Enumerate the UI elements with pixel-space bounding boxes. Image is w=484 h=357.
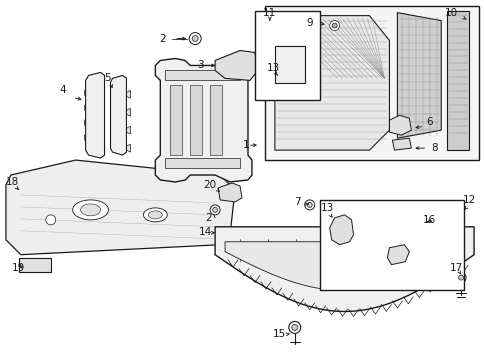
Ellipse shape [291,325,297,331]
Ellipse shape [45,215,56,225]
Text: 13: 13 [267,64,280,74]
Polygon shape [218,183,242,202]
Polygon shape [215,50,257,80]
Ellipse shape [192,36,198,41]
Polygon shape [6,160,235,255]
Polygon shape [126,108,130,116]
Ellipse shape [143,208,167,222]
Text: 6: 6 [425,117,432,127]
Polygon shape [84,87,89,98]
Bar [210,85,222,155]
Polygon shape [84,117,89,128]
Ellipse shape [148,211,162,219]
Text: 13: 13 [320,203,333,213]
Polygon shape [215,227,473,311]
Text: 18: 18 [6,177,19,187]
Bar [190,85,202,155]
Polygon shape [110,75,126,155]
Ellipse shape [304,200,314,210]
Polygon shape [84,132,89,143]
Polygon shape [126,144,130,152]
Ellipse shape [189,32,201,45]
Bar [165,70,240,80]
Ellipse shape [80,204,100,216]
Polygon shape [274,16,389,150]
Bar [255,11,319,100]
Polygon shape [86,72,105,158]
Bar [19,258,51,272]
Polygon shape [155,55,252,182]
Text: 20: 20 [203,180,216,190]
Ellipse shape [210,205,220,215]
Polygon shape [387,245,408,265]
Text: 9: 9 [306,17,312,27]
Ellipse shape [455,273,465,283]
Bar [319,200,463,290]
Bar [165,158,240,168]
Polygon shape [126,90,130,98]
Text: 5: 5 [104,74,111,84]
Text: 2: 2 [204,213,211,223]
Bar [264,6,478,160]
Text: 19: 19 [12,263,26,273]
Ellipse shape [458,275,463,280]
Ellipse shape [73,200,108,220]
Ellipse shape [329,21,339,31]
Text: 1: 1 [242,140,249,150]
Text: 11: 11 [263,7,276,17]
Ellipse shape [212,207,217,212]
Text: 2: 2 [159,34,165,44]
Polygon shape [396,12,440,138]
Polygon shape [84,102,89,113]
Text: 8: 8 [430,143,437,153]
Text: 15: 15 [272,330,286,340]
Text: 16: 16 [422,215,435,225]
Text: 7: 7 [294,197,301,207]
Ellipse shape [288,321,300,333]
Polygon shape [392,138,410,150]
Ellipse shape [306,202,312,207]
Ellipse shape [332,23,336,28]
Text: 17: 17 [449,263,462,273]
Text: 12: 12 [462,195,475,205]
Polygon shape [329,215,353,245]
Bar [170,85,182,155]
Text: 4: 4 [59,85,66,95]
Polygon shape [389,115,410,135]
Polygon shape [126,126,130,134]
Text: 14: 14 [198,227,212,237]
Text: 10: 10 [444,7,457,17]
Polygon shape [393,210,423,234]
Bar [274,46,304,84]
Polygon shape [225,242,463,291]
Text: 3: 3 [197,60,203,70]
Bar [446,11,468,150]
